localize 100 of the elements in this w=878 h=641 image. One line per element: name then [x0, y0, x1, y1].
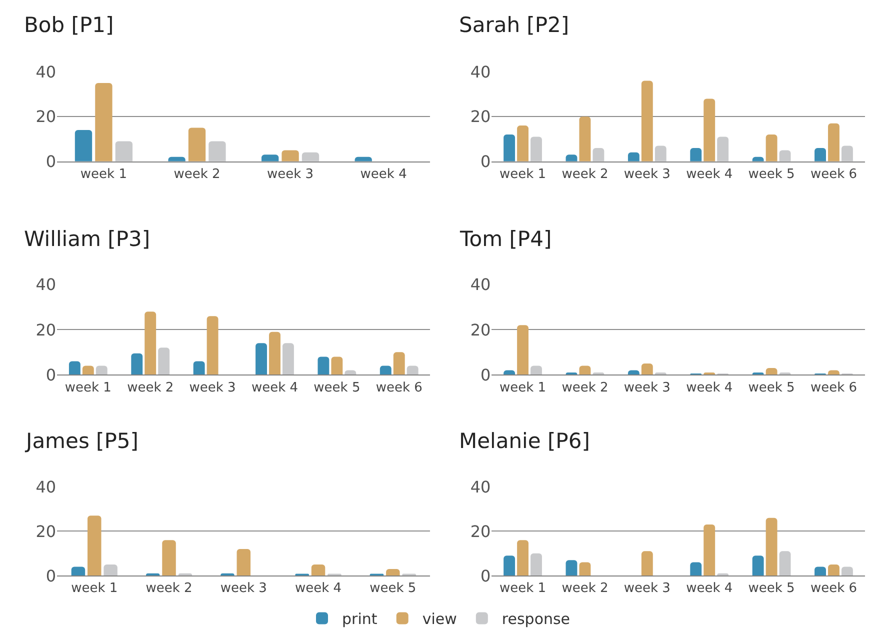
bar — [269, 332, 280, 375]
bar — [504, 134, 516, 162]
y-tick-label: 40 — [470, 477, 491, 496]
bar — [206, 316, 218, 375]
chart-title: Tom [P4] — [459, 227, 552, 251]
chart-title: William [P3] — [24, 227, 150, 251]
bar — [841, 566, 853, 576]
y-tick-label: 40 — [36, 62, 56, 82]
bar — [628, 152, 640, 162]
y-tick-label: 0 — [46, 152, 56, 171]
bar — [779, 150, 791, 162]
bar — [393, 352, 405, 375]
bar — [828, 564, 840, 576]
bar — [530, 553, 542, 576]
bar — [162, 540, 176, 576]
x-tick-label: week 4 — [686, 166, 733, 182]
bar — [766, 134, 778, 162]
bar — [380, 366, 392, 375]
bar — [386, 568, 400, 576]
bar — [579, 116, 591, 162]
y-tick-label: 0 — [46, 566, 56, 586]
bar — [704, 524, 716, 576]
bar — [302, 152, 320, 162]
chart-title: Bob [P1] — [24, 13, 114, 37]
x-tick-label: week 1 — [500, 581, 546, 596]
bar — [236, 548, 251, 576]
x-tick-label: week 4 — [360, 166, 407, 182]
bar — [504, 556, 516, 576]
bar — [654, 146, 666, 162]
bar — [530, 366, 542, 375]
bar — [208, 141, 226, 162]
x-tick-label: week 5 — [748, 380, 795, 396]
bar — [530, 136, 542, 162]
bar — [82, 366, 94, 375]
bar — [752, 556, 764, 576]
legend-label: view — [422, 610, 457, 628]
bar — [282, 150, 299, 162]
bar — [579, 562, 591, 576]
x-tick-label: week 3 — [624, 380, 670, 396]
y-tick-label: 20 — [36, 107, 56, 126]
x-tick-label: week 3 — [624, 166, 670, 182]
bar — [641, 551, 653, 576]
y-tick-label: 40 — [470, 275, 491, 294]
bar — [779, 551, 791, 576]
bar — [814, 566, 826, 576]
bar — [331, 356, 343, 375]
y-tick-label: 20 — [470, 320, 491, 340]
bar — [566, 154, 578, 162]
y-tick-label: 40 — [36, 275, 56, 294]
bar — [104, 564, 118, 576]
chart-title: Sarah [P2] — [459, 13, 570, 37]
x-tick-label: week 5 — [748, 581, 795, 596]
bar — [95, 83, 112, 162]
x-tick-label: week 2 — [562, 166, 608, 182]
x-tick-label: week 2 — [127, 380, 174, 396]
x-tick-label: week 1 — [80, 166, 127, 182]
bar — [68, 361, 80, 375]
x-tick-label: week 1 — [71, 581, 118, 596]
x-tick-label: week 3 — [624, 581, 670, 596]
y-tick-label: 40 — [36, 477, 56, 496]
x-tick-label: week 6 — [376, 380, 422, 396]
x-tick-label: week 3 — [267, 166, 314, 182]
bar — [74, 130, 92, 162]
chart-title: James [P5] — [24, 429, 138, 453]
x-tick-label: week 4 — [686, 581, 733, 596]
bar — [71, 566, 86, 576]
x-tick-label: week 5 — [314, 380, 360, 396]
bar — [158, 348, 170, 375]
bar — [704, 98, 716, 162]
y-tick-label: 0 — [480, 152, 491, 171]
x-tick-label: week 1 — [64, 380, 112, 396]
bar — [131, 353, 143, 375]
bar — [311, 564, 326, 576]
x-tick-label: week 6 — [810, 380, 858, 396]
bar — [766, 518, 778, 576]
bar — [188, 128, 206, 162]
bar — [566, 560, 578, 576]
bar — [641, 363, 653, 375]
bar — [517, 325, 528, 375]
x-tick-label: week 3 — [189, 380, 236, 396]
bar — [592, 148, 604, 162]
chart-title: Melanie [P6] — [459, 429, 590, 453]
x-tick-label: week 5 — [748, 166, 795, 182]
x-tick-label: week 4 — [251, 380, 298, 396]
x-tick-label: week 5 — [370, 581, 416, 596]
bar — [717, 136, 729, 162]
y-tick-label: 0 — [46, 365, 56, 384]
x-tick-label: week 6 — [810, 166, 858, 182]
bar — [88, 516, 102, 576]
y-tick-label: 40 — [470, 62, 491, 82]
y-tick-label: 0 — [480, 365, 491, 384]
x-tick-label: week 2 — [562, 581, 608, 596]
y-tick-label: 20 — [36, 320, 56, 340]
x-tick-label: week 3 — [220, 581, 267, 596]
bar — [115, 141, 133, 162]
legend-label: response — [502, 610, 570, 628]
bar — [828, 123, 840, 162]
legend-label: print — [342, 610, 378, 628]
bar — [690, 148, 702, 162]
bar — [517, 126, 528, 162]
